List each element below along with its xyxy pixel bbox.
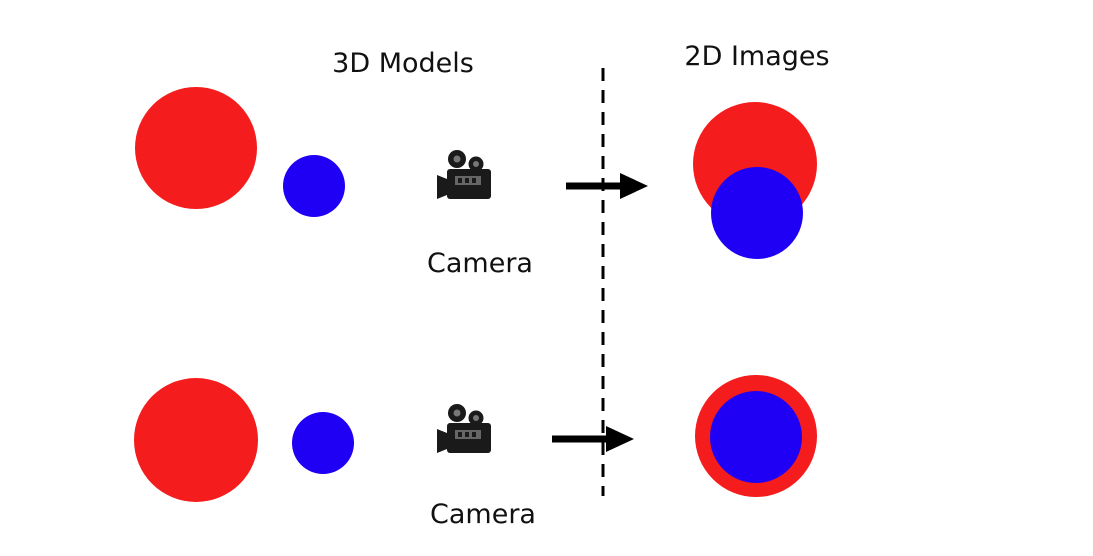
projected-blue-disc — [710, 391, 802, 483]
right-arrow-icon — [552, 426, 634, 452]
large-red-sphere — [134, 378, 258, 502]
scene-2: Camera — [134, 375, 817, 530]
camera-label: Camera — [430, 499, 536, 530]
large-red-sphere — [135, 87, 257, 209]
projected-image-1 — [693, 102, 817, 259]
small-blue-sphere — [283, 155, 345, 217]
heading-3d-models: 3D Models — [332, 48, 474, 79]
heading-2d-images: 2D Images — [684, 41, 829, 72]
right-arrow-icon — [566, 173, 648, 199]
small-blue-sphere — [292, 412, 354, 474]
video-camera-icon — [437, 404, 491, 453]
projected-image-2 — [695, 375, 817, 497]
camera-label: Camera — [427, 248, 533, 279]
projected-blue-disc — [711, 167, 803, 259]
video-camera-icon — [437, 150, 491, 199]
scene-1: Camera — [135, 87, 817, 279]
